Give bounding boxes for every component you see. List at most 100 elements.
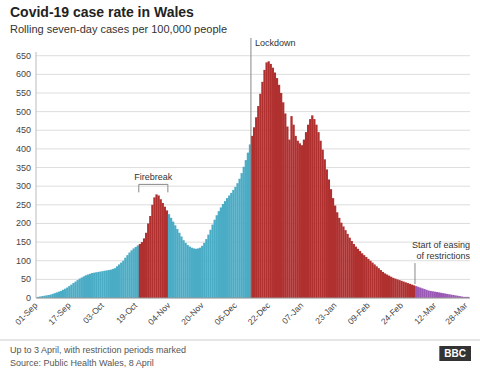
bar	[351, 241, 353, 298]
annotation: Firebreak	[134, 172, 173, 182]
y-tick-label: 50	[21, 274, 31, 284]
bar	[168, 214, 170, 298]
footer-text: Source: Public Health Wales, 8 April	[10, 358, 154, 368]
bar	[407, 283, 409, 298]
bar	[299, 143, 301, 298]
bar	[394, 279, 396, 298]
bar	[232, 190, 234, 298]
bar	[195, 249, 197, 298]
bar	[174, 225, 176, 298]
y-tick-label: 150	[16, 237, 31, 247]
lockdown-line	[250, 38, 251, 298]
bar	[297, 141, 299, 298]
bar	[423, 289, 425, 298]
y-tick-label: 550	[16, 88, 31, 98]
y-tick-label: 300	[16, 181, 31, 191]
bar	[238, 179, 240, 298]
bar	[346, 234, 348, 298]
bar	[357, 249, 359, 298]
annotation-line: Start of easing	[412, 240, 470, 250]
bar	[116, 266, 118, 298]
bar	[62, 290, 64, 298]
bar	[430, 291, 432, 298]
y-axis-line	[36, 52, 37, 298]
x-axis: 01-Sep17-Sep03-Oct19-Oct04-Nov20-Nov06-D…	[13, 298, 470, 327]
bar	[411, 285, 413, 298]
bar	[373, 264, 375, 298]
x-tick-label: 12-Mar	[412, 300, 438, 326]
bar	[120, 263, 122, 298]
bar	[166, 210, 168, 298]
y-tick-label: 400	[16, 144, 31, 154]
title: Covid-19 case rate in Wales	[10, 4, 194, 20]
bar	[224, 201, 226, 298]
bar	[450, 295, 452, 298]
bar	[344, 230, 346, 298]
logo-box	[439, 346, 471, 361]
bar	[438, 292, 440, 298]
bar	[363, 255, 365, 298]
x-tick-label: 17-Sep	[46, 300, 73, 327]
bar	[236, 183, 238, 298]
x-tick-label: 20-Nov	[179, 300, 206, 327]
bar	[216, 215, 218, 298]
bar	[162, 203, 164, 298]
bar	[361, 253, 363, 298]
bar	[97, 272, 99, 298]
bar	[101, 271, 103, 298]
x-tick-label: 07-Jan	[280, 300, 306, 326]
bar	[220, 207, 222, 298]
bar	[184, 243, 186, 298]
bar	[265, 62, 267, 298]
bar	[247, 153, 249, 298]
bar	[60, 291, 62, 298]
x-tick-label: 22-Dec	[246, 300, 273, 327]
bar	[211, 225, 213, 298]
x-tick-label: 06-Dec	[212, 300, 239, 327]
grid-line	[36, 74, 470, 75]
y-tick-label: 200	[16, 218, 31, 228]
bar	[126, 255, 128, 298]
bar	[141, 242, 143, 298]
y-axis: 050100150200250300350400450500550600650	[16, 51, 36, 303]
bar	[328, 179, 330, 298]
bar	[355, 247, 357, 298]
bar	[241, 173, 243, 298]
bar	[160, 199, 162, 298]
bar	[257, 106, 259, 298]
bar	[367, 259, 369, 298]
bar	[400, 281, 402, 298]
bar	[419, 288, 421, 298]
bar	[353, 244, 355, 298]
bar	[66, 288, 68, 298]
bar	[305, 132, 307, 298]
bar	[403, 282, 405, 298]
bar	[311, 115, 313, 298]
y-tick-label: 100	[16, 256, 31, 266]
grid	[36, 56, 470, 298]
bar	[214, 220, 216, 298]
bar	[218, 211, 220, 298]
bar	[301, 145, 303, 298]
bar	[106, 270, 108, 298]
bar	[280, 93, 282, 298]
bar	[182, 240, 184, 298]
bar	[52, 294, 54, 298]
easing-connector	[414, 263, 415, 284]
bar	[197, 248, 199, 298]
bar	[425, 290, 427, 298]
bar	[170, 218, 172, 298]
bar	[309, 119, 311, 298]
bar	[382, 272, 384, 298]
bars	[37, 61, 469, 298]
bar	[278, 85, 280, 298]
bar	[421, 288, 423, 298]
grid-line	[36, 55, 470, 56]
bar	[378, 268, 380, 298]
bar	[359, 251, 361, 298]
bar	[95, 272, 97, 298]
bar	[292, 125, 294, 298]
bar	[54, 293, 56, 298]
bar	[261, 82, 263, 298]
bar	[282, 102, 284, 298]
